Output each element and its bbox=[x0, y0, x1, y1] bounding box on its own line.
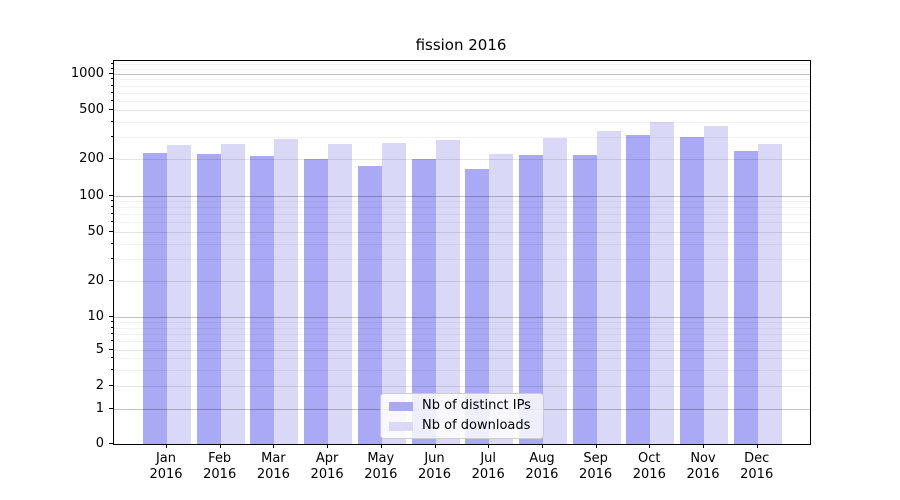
legend-swatch-distinct-ips bbox=[389, 401, 413, 411]
y-minor-tick-30 bbox=[111, 258, 113, 260]
x-tick-label-may: May 2016 bbox=[364, 451, 398, 482]
x-tick-mark-jan bbox=[166, 444, 167, 448]
x-tick-mark-jul bbox=[488, 444, 490, 448]
y-tick-label-1: 1 bbox=[95, 400, 104, 416]
y-minor-tick-70 bbox=[111, 213, 113, 215]
y-minor-tick-7 bbox=[111, 332, 113, 334]
y-tick-label-500: 500 bbox=[79, 102, 104, 118]
y-tick-mark-50 bbox=[109, 231, 113, 233]
y-minor-tick-1100 bbox=[111, 67, 113, 69]
bar-nov-distinct-ips bbox=[680, 136, 704, 444]
y-tick-mark-1000 bbox=[109, 72, 113, 74]
bar-mar-distinct-ips bbox=[250, 156, 275, 444]
y-minor-tick-40 bbox=[111, 242, 113, 244]
y-minor-tick-60 bbox=[111, 221, 113, 223]
y-minor-tick-900 bbox=[111, 78, 113, 80]
bar-apr-downloads bbox=[328, 144, 353, 444]
bar-mar-downloads bbox=[274, 139, 299, 444]
x-tick-mark-dec bbox=[756, 444, 758, 448]
legend: Nb of distinct IPs Nb of downloads bbox=[380, 393, 544, 439]
y-tick-label-5: 5 bbox=[95, 341, 104, 357]
x-tick-label-nov: Nov 2016 bbox=[686, 451, 720, 482]
x-tick-mark-jun bbox=[434, 444, 436, 448]
y-minor-tick-1200 bbox=[111, 63, 113, 65]
x-tick-label-dec: Dec 2016 bbox=[740, 451, 774, 482]
y-tick-label-50: 50 bbox=[87, 224, 104, 240]
x-tick-mark-nov bbox=[703, 444, 704, 448]
bar-oct-distinct-ips bbox=[626, 134, 651, 444]
x-tick-label-apr: Apr 2016 bbox=[310, 451, 344, 482]
bar-sep-downloads bbox=[596, 131, 621, 444]
bar-feb-downloads bbox=[220, 143, 245, 444]
y-minor-tick-300 bbox=[111, 136, 113, 138]
x-tick-mark-mar bbox=[273, 444, 275, 448]
y-tick-label-0: 0 bbox=[95, 435, 104, 451]
bars-layer bbox=[114, 61, 810, 444]
x-tick-label-oct: Oct 2016 bbox=[632, 451, 666, 482]
x-tick-mark-aug bbox=[541, 444, 543, 448]
y-tick-label-2: 2 bbox=[95, 377, 104, 393]
y-tick-label-10: 10 bbox=[87, 309, 104, 325]
legend-label-distinct-ips: Nb of distinct IPs bbox=[422, 398, 531, 413]
y-tick-mark-20 bbox=[109, 279, 113, 281]
legend-item-downloads: Nb of downloads bbox=[381, 417, 543, 435]
legend-swatch-downloads bbox=[389, 421, 413, 431]
bar-oct-downloads bbox=[650, 121, 675, 444]
x-tick-label-mar: Mar 2016 bbox=[256, 451, 290, 482]
chart-title: fission 2016 bbox=[415, 36, 507, 54]
x-tick-mark-apr bbox=[327, 444, 329, 448]
y-minor-tick-600 bbox=[111, 99, 113, 101]
y-tick-mark-500 bbox=[109, 109, 113, 111]
y-minor-tick-6 bbox=[111, 340, 113, 341]
x-tick-mark-may bbox=[380, 444, 382, 448]
x-tick-mark-oct bbox=[649, 444, 651, 448]
x-tick-label-jan: Jan 2016 bbox=[149, 451, 183, 482]
x-tick-mark-sep bbox=[595, 444, 597, 448]
bar-may-distinct-ips bbox=[357, 166, 382, 444]
bar-sep-distinct-ips bbox=[572, 154, 597, 444]
y-tick-label-100: 100 bbox=[79, 187, 104, 203]
y-minor-tick-90 bbox=[111, 200, 113, 202]
bar-feb-distinct-ips bbox=[196, 154, 221, 444]
bar-dec-downloads bbox=[757, 144, 782, 444]
y-tick-mark-100 bbox=[109, 194, 113, 196]
legend-label-downloads: Nb of downloads bbox=[422, 418, 531, 433]
x-tick-mark-feb bbox=[219, 444, 221, 448]
x-tick-label-feb: Feb 2016 bbox=[203, 451, 237, 482]
y-tick-mark-1 bbox=[109, 407, 113, 409]
legend-item-distinct-ips: Nb of distinct IPs bbox=[381, 397, 543, 415]
y-minor-tick-8 bbox=[111, 326, 113, 328]
y-minor-tick-3 bbox=[111, 368, 113, 370]
y-tick-mark-5 bbox=[109, 348, 113, 350]
x-tick-label-aug: Aug 2016 bbox=[525, 451, 559, 482]
bar-dec-distinct-ips bbox=[733, 150, 758, 444]
plot-area: Nb of distinct IPs Nb of downloads bbox=[113, 60, 811, 445]
y-tick-mark-0 bbox=[109, 442, 113, 444]
y-minor-tick-9 bbox=[111, 321, 113, 323]
bar-jan-distinct-ips bbox=[143, 153, 167, 444]
x-tick-label-jun: Jun 2016 bbox=[417, 451, 452, 482]
y-tick-mark-10 bbox=[109, 316, 113, 318]
y-minor-tick-80 bbox=[111, 206, 113, 208]
y-tick-mark-2 bbox=[109, 384, 113, 386]
bar-apr-distinct-ips bbox=[304, 158, 329, 444]
bar-nov-downloads bbox=[704, 125, 728, 444]
y-minor-tick-400 bbox=[111, 121, 113, 123]
y-tick-label-200: 200 bbox=[79, 150, 104, 166]
y-minor-tick-700 bbox=[111, 91, 113, 93]
x-tick-label-sep: Sep 2016 bbox=[579, 451, 613, 482]
bar-aug-downloads bbox=[542, 138, 567, 444]
y-tick-label-1000: 1000 bbox=[70, 65, 104, 81]
y-tick-label-20: 20 bbox=[87, 272, 104, 288]
y-tick-mark-200 bbox=[109, 157, 113, 159]
y-minor-tick-4 bbox=[111, 357, 113, 359]
y-minor-tick-800 bbox=[111, 84, 113, 86]
bar-jan-downloads bbox=[167, 144, 191, 444]
x-tick-label-jul: Jul 2016 bbox=[471, 451, 505, 482]
